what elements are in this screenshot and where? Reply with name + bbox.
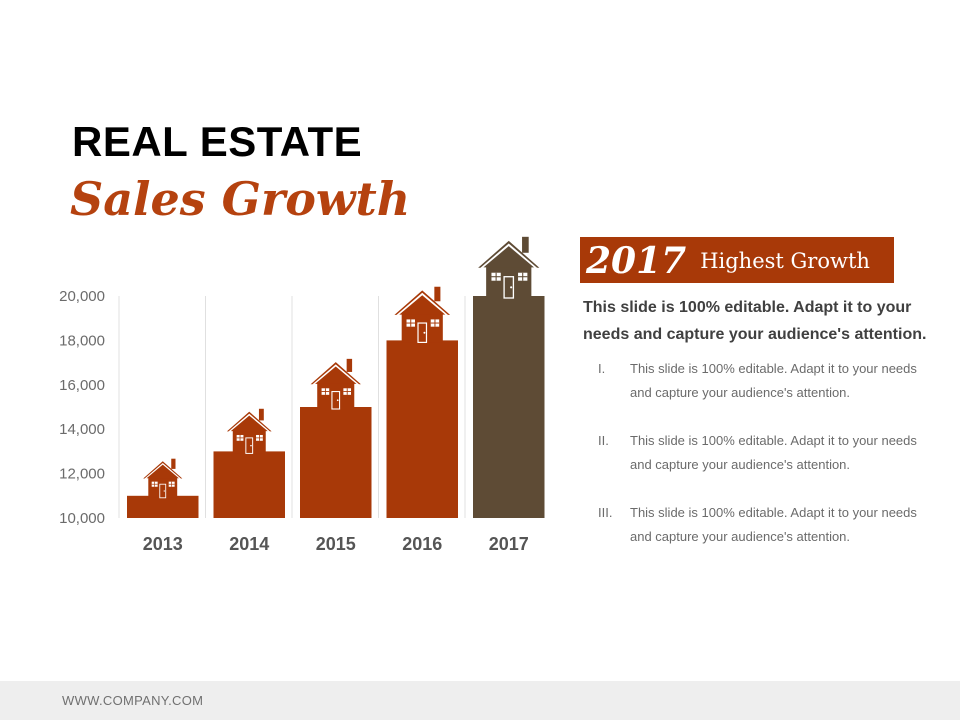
x-tick-label: 2014 — [229, 534, 269, 554]
house-door-knob — [510, 286, 513, 289]
x-tick-label: 2015 — [316, 534, 356, 554]
list-item: I. This slide is 100% editable. Adapt it… — [598, 357, 918, 429]
house-door — [417, 322, 428, 344]
x-tick-label: 2017 — [489, 534, 529, 554]
footer-url: WWW.COMPANY.COM — [62, 693, 204, 708]
bar — [127, 495, 199, 518]
house-wall — [148, 475, 178, 498]
list-item: II. This slide is 100% editable. Adapt i… — [598, 429, 918, 501]
house-chimney — [346, 358, 353, 372]
house-chimney — [434, 286, 441, 302]
house-door — [503, 276, 515, 299]
house-icon — [472, 236, 545, 299]
slide-subtitle: Sales Growth — [70, 172, 411, 226]
footer-bar: WWW.COMPANY.COM — [0, 681, 960, 720]
house-door-knob — [336, 399, 339, 402]
house-wall — [401, 310, 443, 343]
house-roof-fill — [146, 464, 179, 479]
house-roof — [306, 359, 366, 386]
list-item-text: This slide is 100% editable. Adapt it to… — [630, 505, 917, 544]
house-door-knob — [250, 444, 252, 447]
list-item-number: I. — [598, 361, 606, 376]
house-roof-fill — [315, 366, 357, 384]
bar — [386, 340, 458, 518]
highlight-banner: 2017 Highest Growth — [580, 237, 894, 283]
y-tick-label: 16,000 — [59, 377, 105, 394]
house-icon — [389, 286, 455, 344]
house-chimney — [258, 408, 264, 421]
list-item-text: This slide is 100% editable. Adapt it to… — [630, 433, 917, 472]
highlight-label: Highest Growth — [700, 249, 870, 273]
house-wall — [317, 380, 355, 409]
list-item-text: This slide is 100% editable. Adapt it to… — [630, 361, 917, 400]
house-roof-fill — [230, 415, 268, 432]
y-tick-label: 18,000 — [59, 332, 105, 349]
list-item: III. This slide is 100% editable. Adapt … — [598, 501, 918, 573]
bar — [213, 451, 285, 518]
house-roof — [223, 409, 276, 433]
y-tick-label: 12,000 — [59, 466, 105, 483]
x-tick-label: 2016 — [402, 534, 442, 554]
lead-text: This slide is 100% editable. Adapt it to… — [583, 299, 927, 343]
house-icon — [306, 358, 366, 410]
y-tick-label: 10,000 — [59, 510, 105, 527]
house-roof-fill — [483, 246, 535, 268]
house-icon — [223, 408, 276, 454]
slide-title: REAL ESTATE — [72, 118, 363, 165]
house-chimney — [522, 236, 529, 253]
house-roof — [139, 459, 186, 480]
house-door — [245, 437, 254, 454]
house-wall — [486, 263, 532, 298]
points-list: I. This slide is 100% editable. Adapt it… — [598, 357, 918, 573]
list-item-number: III. — [598, 505, 613, 520]
y-tick-label: 20,000 — [59, 288, 105, 305]
house-door-knob — [163, 490, 165, 492]
house-roof — [389, 287, 455, 317]
x-tick-label: 2013 — [143, 534, 183, 554]
house-chimney — [171, 458, 176, 469]
house-roof-fill — [399, 295, 446, 315]
highlight-year: 2017 — [586, 240, 687, 282]
bar — [300, 407, 372, 518]
list-item-number: II. — [598, 433, 609, 448]
house-roof — [472, 238, 545, 270]
y-tick-label: 14,000 — [59, 421, 105, 438]
house-icon — [139, 458, 186, 499]
bar-chart: 10,000 12,000 14,000 16,000 18,000 20,000 201… — [59, 236, 545, 554]
house-door — [159, 483, 167, 499]
bar — [473, 296, 545, 518]
house-door — [331, 391, 341, 410]
house-door-knob — [423, 331, 426, 334]
